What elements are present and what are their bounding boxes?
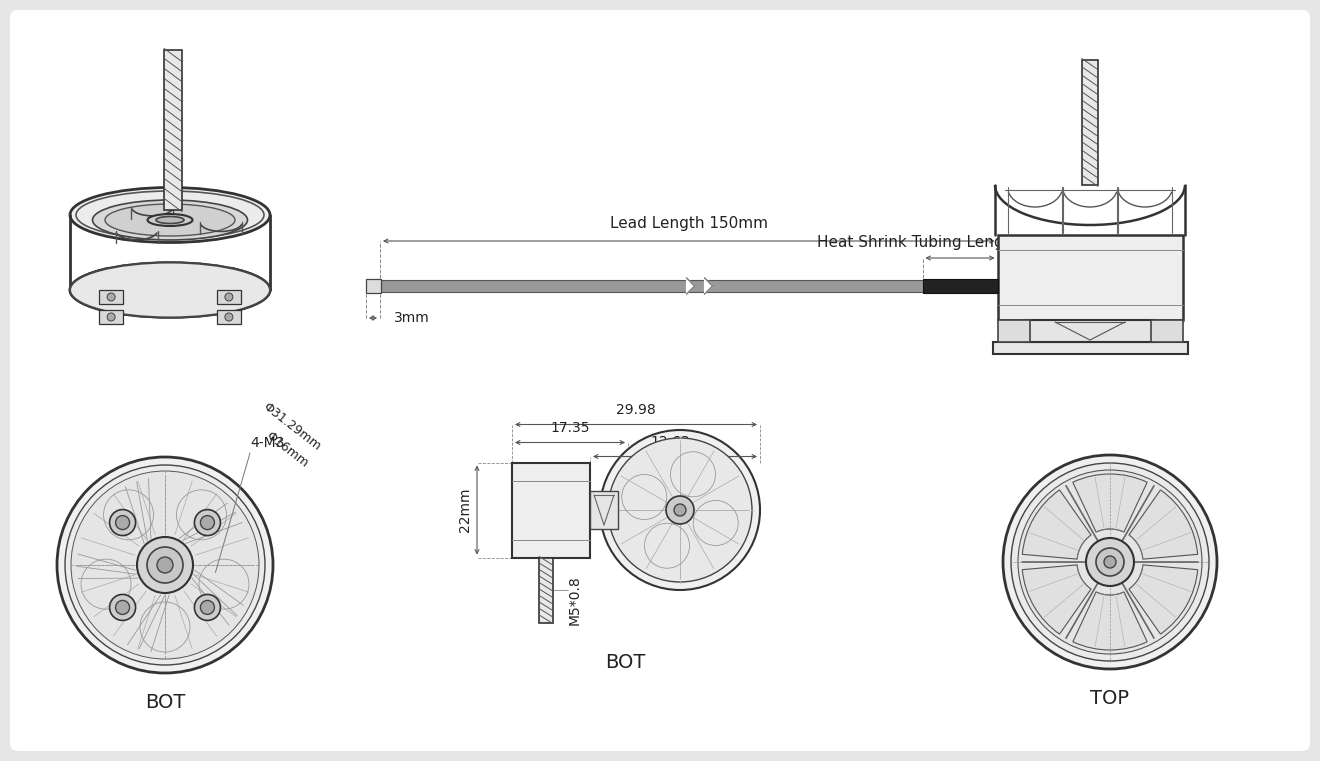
Text: BOT: BOT — [145, 693, 185, 712]
Wedge shape — [1022, 565, 1092, 634]
Circle shape — [675, 504, 686, 516]
Circle shape — [147, 547, 183, 583]
Text: Φ31.29mm: Φ31.29mm — [260, 400, 323, 453]
Bar — [1082, 60, 1098, 185]
Ellipse shape — [70, 187, 271, 243]
Bar — [366, 279, 381, 293]
Polygon shape — [705, 278, 713, 294]
Circle shape — [107, 293, 115, 301]
Wedge shape — [1022, 490, 1092, 559]
Circle shape — [1018, 470, 1203, 654]
Ellipse shape — [70, 263, 271, 317]
Ellipse shape — [70, 263, 271, 317]
Text: 4-M3: 4-M3 — [249, 436, 284, 450]
Bar — [512, 463, 590, 558]
Wedge shape — [1129, 490, 1197, 559]
Ellipse shape — [148, 214, 193, 226]
Bar — [99, 290, 123, 304]
Circle shape — [157, 557, 173, 573]
Circle shape — [110, 594, 136, 620]
Bar — [216, 310, 240, 324]
Circle shape — [194, 510, 220, 536]
Bar — [164, 50, 182, 210]
Circle shape — [609, 438, 752, 582]
Bar — [993, 342, 1188, 354]
Text: 22mm: 22mm — [458, 488, 473, 532]
Circle shape — [1086, 538, 1134, 586]
Circle shape — [116, 600, 129, 614]
Text: Heat Shrink Tubing Length 10mm: Heat Shrink Tubing Length 10mm — [817, 235, 1073, 250]
Text: 17.35: 17.35 — [550, 421, 590, 435]
Circle shape — [137, 537, 193, 593]
Circle shape — [107, 313, 115, 321]
Text: 29.98: 29.98 — [616, 403, 656, 416]
Bar — [380, 280, 937, 292]
Circle shape — [194, 594, 220, 620]
Circle shape — [116, 515, 129, 530]
Wedge shape — [1073, 474, 1147, 532]
Wedge shape — [1129, 565, 1197, 634]
Bar — [99, 310, 123, 324]
Bar — [1151, 320, 1183, 342]
Circle shape — [1011, 463, 1209, 661]
Ellipse shape — [77, 191, 264, 239]
Circle shape — [1096, 548, 1125, 576]
Circle shape — [224, 313, 232, 321]
Text: TOP: TOP — [1090, 689, 1130, 708]
Text: 8: 8 — [634, 500, 642, 514]
Bar — [590, 491, 618, 529]
Bar — [216, 290, 240, 304]
Ellipse shape — [156, 216, 183, 224]
Circle shape — [201, 600, 214, 614]
Text: 3mm: 3mm — [393, 311, 430, 325]
Bar — [998, 235, 1183, 320]
FancyBboxPatch shape — [11, 10, 1309, 751]
Text: Lead Length 150mm: Lead Length 150mm — [610, 216, 768, 231]
Circle shape — [201, 515, 214, 530]
Bar — [998, 320, 1030, 342]
Bar — [923, 279, 998, 293]
Bar — [539, 558, 553, 622]
Ellipse shape — [106, 204, 235, 236]
Circle shape — [57, 457, 273, 673]
Circle shape — [1104, 556, 1115, 568]
Circle shape — [71, 471, 259, 659]
Circle shape — [667, 496, 694, 524]
Circle shape — [65, 465, 265, 665]
Text: M5*0.8: M5*0.8 — [568, 575, 582, 625]
Text: 12.63: 12.63 — [651, 435, 690, 448]
Circle shape — [1003, 455, 1217, 669]
Text: BOT: BOT — [605, 652, 645, 671]
Circle shape — [601, 430, 760, 590]
Circle shape — [110, 510, 136, 536]
Text: Φ16mm: Φ16mm — [263, 429, 310, 470]
Circle shape — [224, 293, 232, 301]
Ellipse shape — [92, 200, 248, 240]
Wedge shape — [1073, 592, 1147, 650]
Polygon shape — [686, 278, 694, 294]
Bar — [1026, 320, 1155, 342]
